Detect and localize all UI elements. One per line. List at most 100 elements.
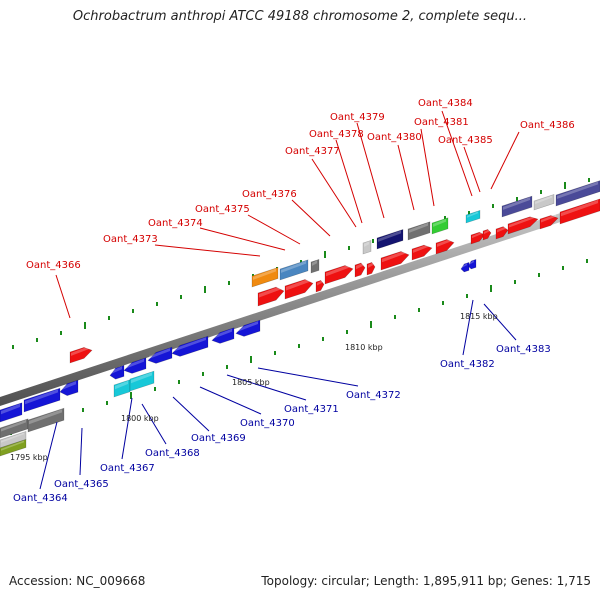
- gene-4383: [467, 258, 477, 270]
- gene-4380-gray: [407, 221, 431, 241]
- scale-label: 1805 kbp: [232, 378, 270, 387]
- gene-highlight: [237, 321, 258, 332]
- gene-4377: [324, 263, 354, 285]
- gene-4373-orange: [251, 267, 279, 288]
- gene-label-top: Oant_4374: [148, 218, 203, 229]
- gene-highlight: [503, 197, 530, 210]
- tick-mark: [514, 280, 516, 284]
- gene-body: [354, 262, 366, 278]
- scale-label: 1815 kbp: [460, 312, 498, 321]
- gene-track: [0, 180, 600, 457]
- gene-body: [113, 379, 131, 398]
- gene-body: [465, 209, 481, 224]
- backbone-band: [0, 200, 600, 406]
- gene-highlight: [497, 226, 506, 233]
- tick-mark: [84, 322, 86, 329]
- gene-highlight: [433, 218, 446, 227]
- gene-highlight: [472, 231, 483, 239]
- tick-mark: [492, 204, 494, 208]
- gene-body: [470, 231, 486, 245]
- gene-label-bottom: Oant_4372: [346, 390, 401, 401]
- gene-label-bottom: Oant_4383: [496, 344, 551, 355]
- tick-mark: [346, 330, 348, 334]
- gene-label-bottom: Oant_4365: [54, 479, 109, 490]
- gene-label-top: Oant_4376: [242, 189, 297, 200]
- accession-text: Accession: NC_009668: [9, 574, 146, 588]
- tick-mark: [132, 309, 134, 313]
- gene-body: [129, 370, 155, 392]
- leader-bottom: [257, 367, 359, 387]
- tick-mark: [82, 408, 84, 412]
- gene-body: [235, 319, 261, 337]
- scale-label: 1795 kbp: [10, 453, 48, 462]
- gene-label-top: Oant_4366: [26, 260, 81, 271]
- gene-label-bottom: Oant_4364: [13, 493, 68, 504]
- gene-highlight: [484, 229, 489, 235]
- scale-label: 1800 kbp: [121, 414, 159, 423]
- gene-4370: [211, 327, 235, 344]
- gene-label-bottom: Oant_4369: [191, 433, 246, 444]
- gene-body: [147, 346, 173, 364]
- gene-4386c: [559, 198, 600, 225]
- gene-body: [495, 226, 509, 240]
- gene-4364-olive: [0, 439, 27, 457]
- tick-mark: [250, 356, 252, 363]
- gene-label-top: Oant_4378: [309, 129, 364, 140]
- gene-highlight: [368, 262, 373, 268]
- tick-mark: [324, 251, 326, 258]
- gene-highlight: [1, 440, 24, 451]
- gene-label-bottom: Oant_4382: [440, 359, 495, 370]
- tick-mark: [226, 365, 228, 369]
- gene-4378a: [354, 262, 366, 278]
- tick-mark: [274, 351, 276, 355]
- gene-4386-slate: [501, 195, 533, 218]
- gene-highlight: [469, 260, 474, 265]
- map-title: Ochrobactrum anthropi ATCC 49188 chromos…: [72, 9, 528, 24]
- gene-highlight: [356, 262, 363, 270]
- leader-bottom: [39, 421, 58, 490]
- gene-4369: [171, 335, 209, 357]
- gene-4384b: [482, 229, 492, 241]
- gene-highlight: [1, 419, 26, 432]
- gene-4378-gray: [362, 239, 372, 255]
- gene-body: [109, 364, 125, 380]
- gene-4367b: [123, 357, 147, 374]
- gene-4386-slate2: [555, 180, 600, 207]
- topology-info: Topology: circular; Length: 1,895,911 bp…: [261, 574, 591, 588]
- gene-highlight: [409, 222, 428, 233]
- gene-label-top: Oant_4384: [418, 98, 473, 109]
- scale-labels: 1795 kbp 1800 kbp 1805 kbp 1810 kbp 1815 kbp: [10, 312, 498, 462]
- gene-highlight: [253, 268, 276, 280]
- leader-top: [335, 139, 363, 224]
- leader-top: [356, 122, 385, 219]
- gene-body: [279, 259, 309, 281]
- gene-label-top: Oant_4379: [330, 112, 385, 123]
- gene-body: [482, 229, 492, 241]
- gene-4379: [380, 249, 410, 271]
- gene-body: [507, 216, 539, 235]
- tick-mark: [106, 401, 108, 405]
- leader-bottom: [199, 386, 262, 415]
- tick-mark: [562, 266, 564, 270]
- gene-highlight: [1, 432, 24, 443]
- gene-highlight: [213, 328, 232, 339]
- tick-mark: [418, 308, 420, 312]
- gene-highlight: [467, 211, 478, 218]
- leader-bottom: [79, 427, 83, 476]
- leader-top: [199, 227, 286, 251]
- gene-body: [23, 387, 61, 413]
- tick-mark: [108, 316, 110, 320]
- gene-highlight: [413, 243, 430, 253]
- tick-mark: [322, 337, 324, 341]
- gene-4368: [147, 346, 173, 364]
- gene-4371: [235, 319, 261, 337]
- gene-4373: [257, 285, 285, 307]
- leader-bottom: [483, 303, 517, 341]
- tick-mark: [466, 294, 468, 298]
- gene-body: [69, 347, 93, 364]
- gene-label-top: Oant_4386: [520, 120, 575, 131]
- gene-body: [380, 251, 410, 271]
- gene-highlight: [561, 199, 598, 217]
- gene-4385: [495, 226, 509, 240]
